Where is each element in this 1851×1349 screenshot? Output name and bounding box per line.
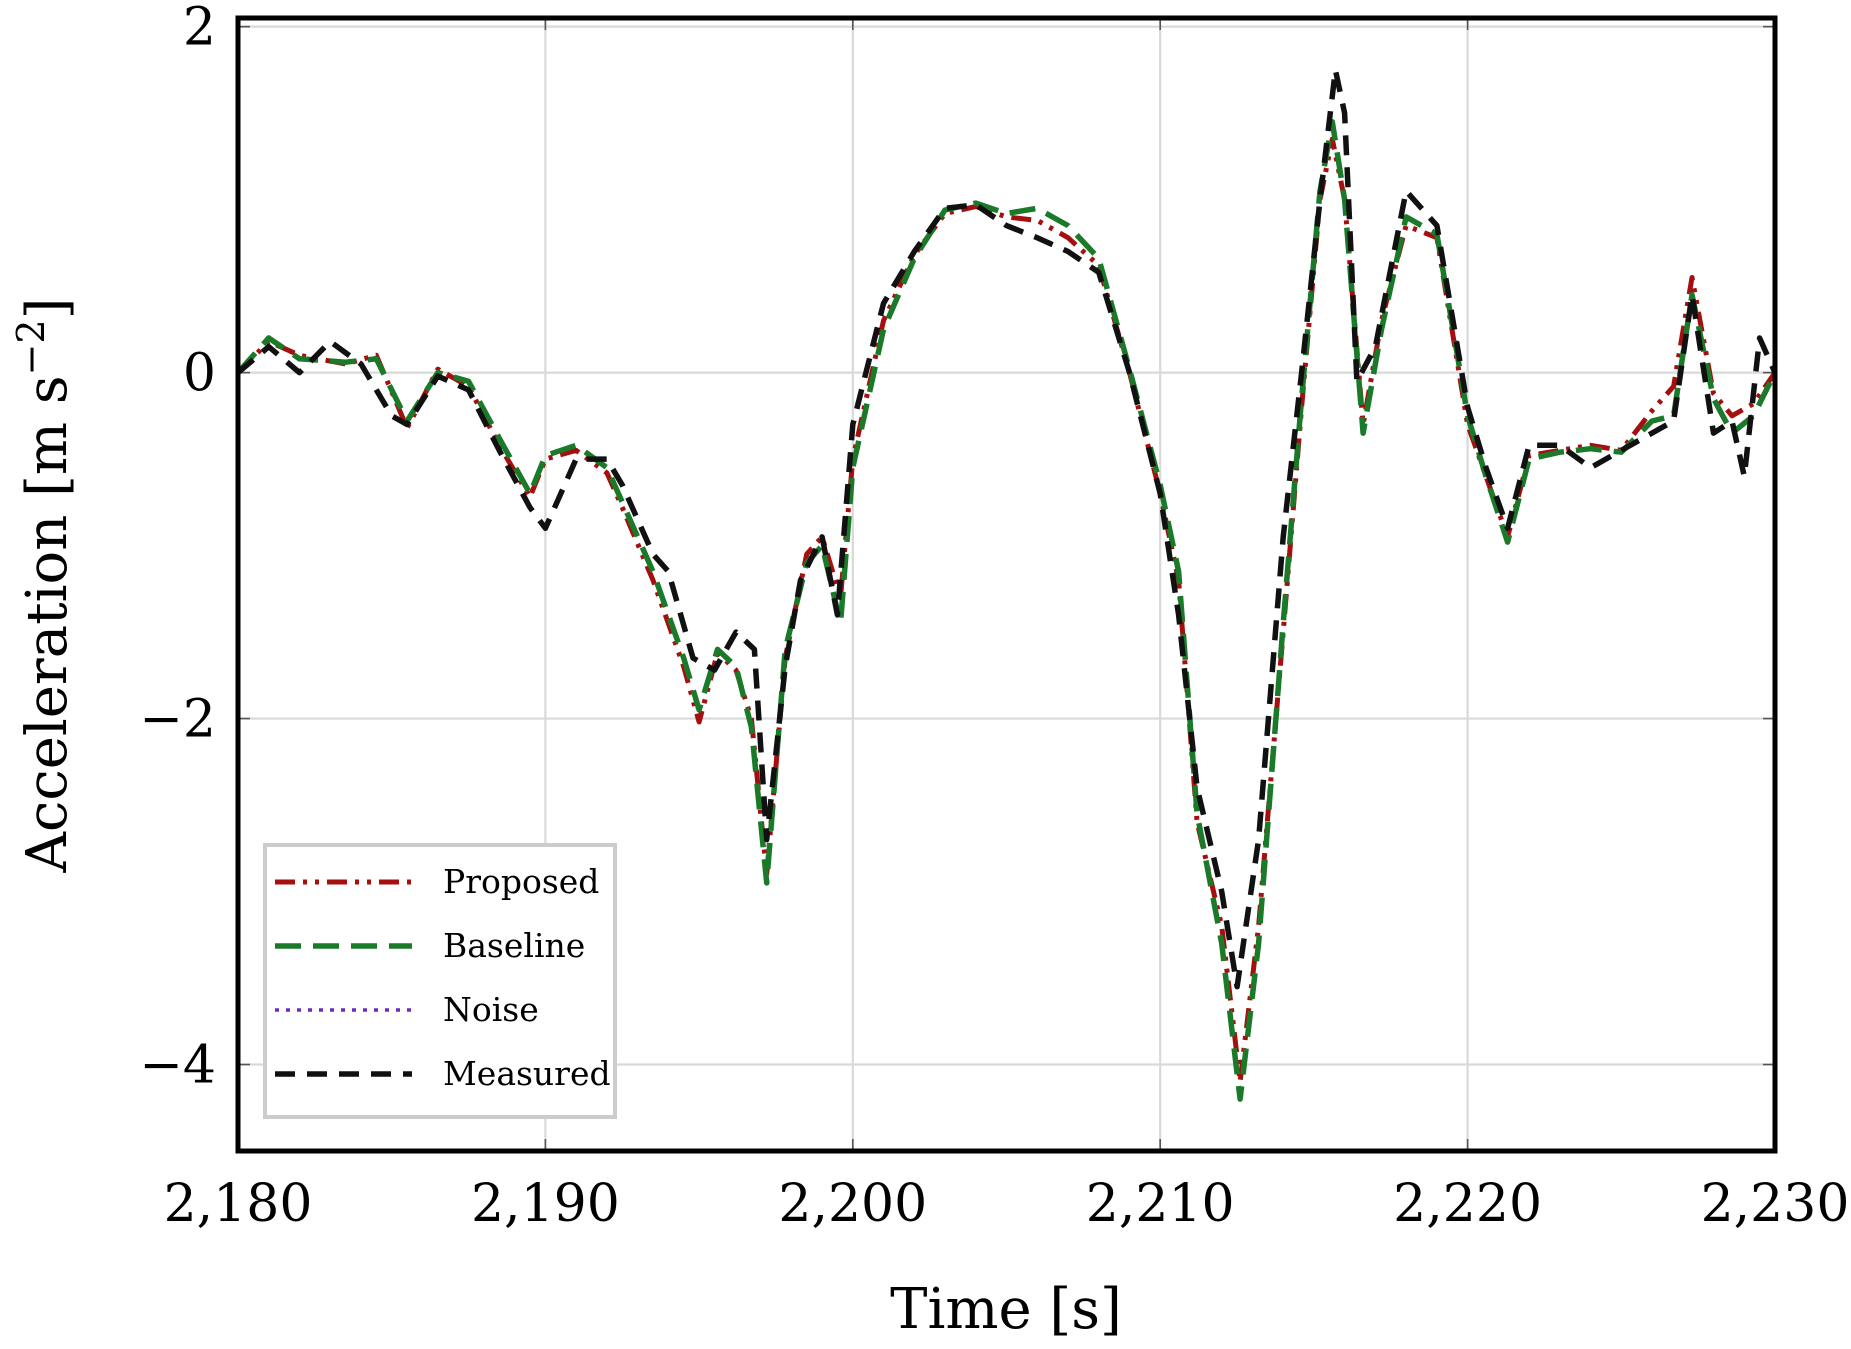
legend-label-noise: Noise <box>443 990 539 1029</box>
y-tick-label: −2 <box>139 690 216 750</box>
y-axis-title-main: Acceleration [m s <box>15 375 80 873</box>
x-tick-label: 2,230 <box>1701 1174 1850 1234</box>
series-line-measured <box>236 67 1778 990</box>
legend-label-baseline: Baseline <box>443 926 585 965</box>
x-tick-label: 2,200 <box>778 1174 927 1234</box>
tick-labels: 2,180 2,190 2,200 2,210 2,220 2,230 −4 −2 0 2 <box>139 0 1849 1234</box>
plot-frame <box>235 15 1778 1154</box>
y-axis-title: Acceleration [m s−2] <box>9 298 80 874</box>
y-tick-label: 0 <box>183 344 216 404</box>
y-axis-title-exponent: −2 <box>9 319 53 375</box>
y-axis-title-close: ] <box>15 298 80 320</box>
legend-label-proposed: Proposed <box>443 862 599 901</box>
y-tick-label: 2 <box>183 0 216 58</box>
x-tick-label: 2,210 <box>1086 1174 1235 1234</box>
series-line-baseline <box>235 119 1778 1102</box>
x-tick-label: 2,190 <box>471 1174 620 1234</box>
legend-label-measured: Measured <box>443 1054 611 1093</box>
x-axis-title: Time [s] <box>890 1277 1122 1342</box>
x-tick-label: 2,180 <box>164 1174 313 1234</box>
y-tick-label: −4 <box>139 1036 216 1096</box>
x-tick-label: 2,220 <box>1393 1174 1542 1234</box>
series-layer <box>235 67 1778 1102</box>
legend: Proposed Baseline Noise Measured <box>263 843 617 1119</box>
